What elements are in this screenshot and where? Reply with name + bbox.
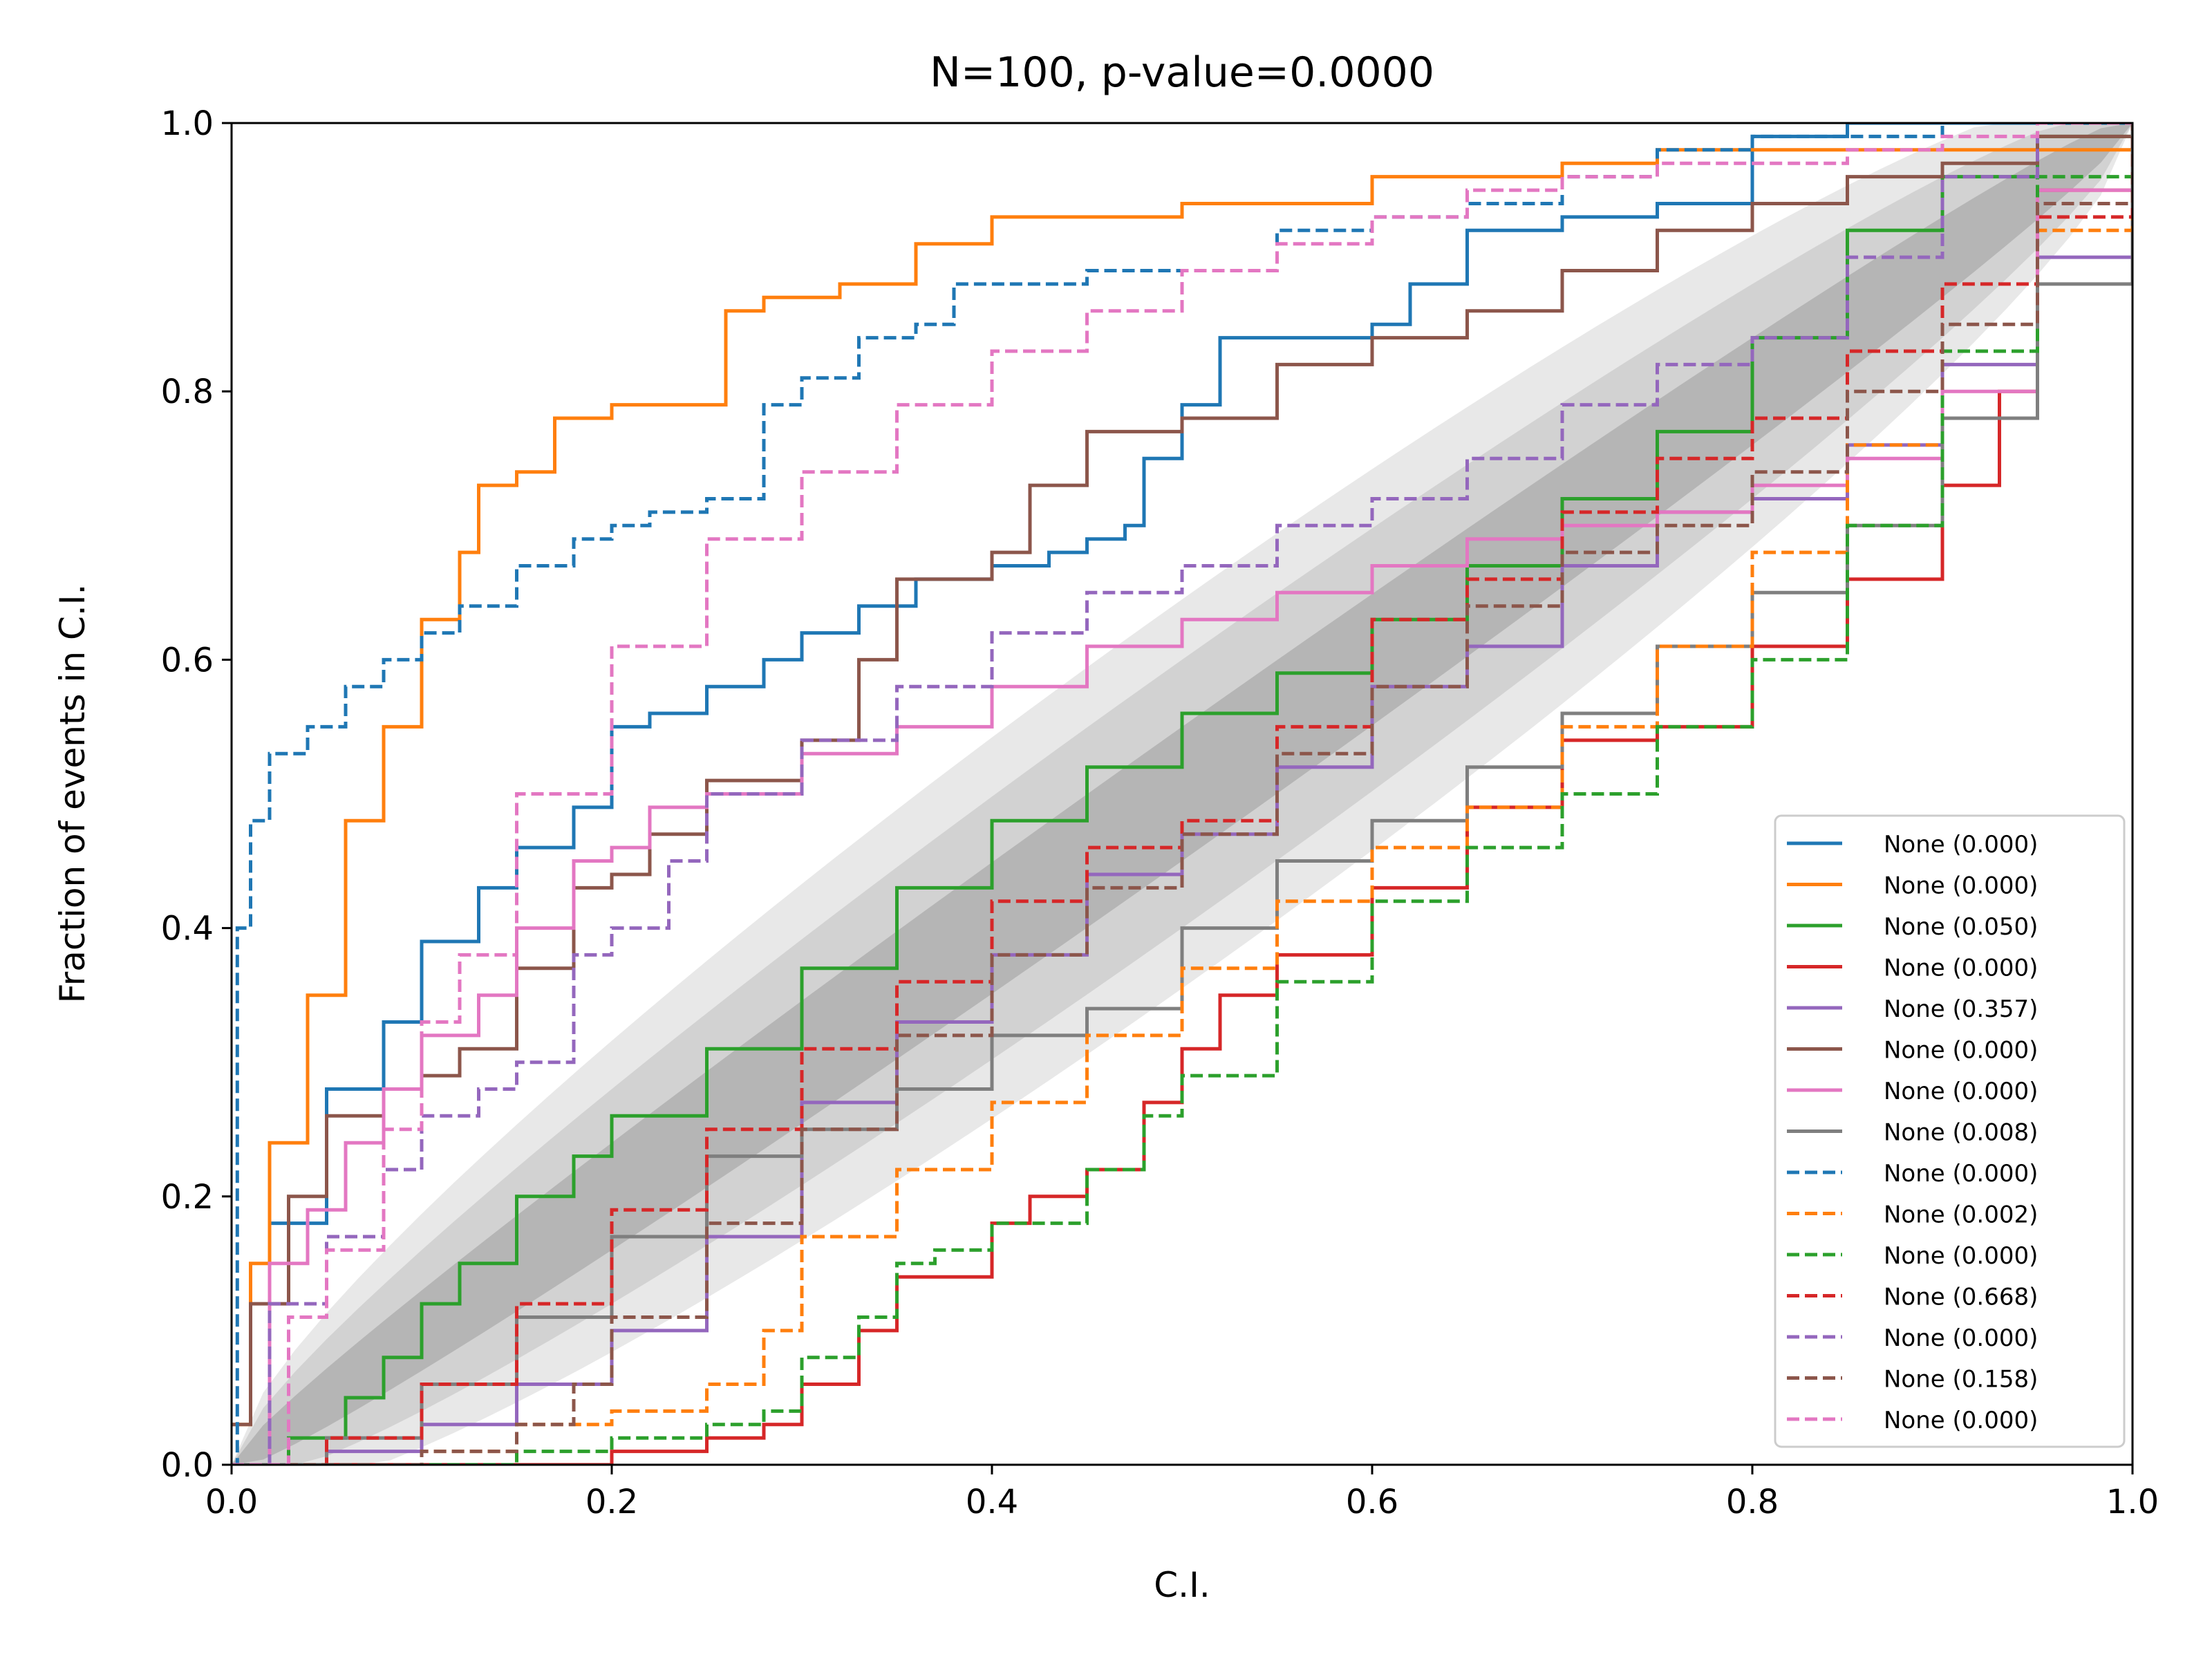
legend: None (0.000) None (0.000) None (0.050) None… xyxy=(1774,814,2126,1448)
legend-frame xyxy=(1774,814,2126,1448)
legend-label: None (0.668) xyxy=(1884,1284,2038,1311)
x-tick-label: 0.8 xyxy=(1726,1483,1779,1521)
legend-label: None (0.000) xyxy=(1884,1037,2038,1065)
series-line-2 xyxy=(232,123,2133,1427)
y-tick-label: 0.0 xyxy=(161,1446,214,1485)
legend-label: None (0.000) xyxy=(1884,1078,2038,1105)
series-line-14 xyxy=(232,123,2133,1465)
series-line-4 xyxy=(232,123,2133,1465)
x-tick-label: 0.2 xyxy=(585,1483,638,1521)
y-tick-label: 0.2 xyxy=(161,1178,214,1217)
x-tick-label: 0.6 xyxy=(1346,1483,1398,1521)
legend-label: None (0.000) xyxy=(1884,1242,2038,1270)
x-tick-label: 0.4 xyxy=(966,1483,1018,1521)
x-tick-label: 1.0 xyxy=(2106,1483,2159,1521)
y-tick-label: 0.8 xyxy=(161,373,214,411)
x-tick-label: 0.0 xyxy=(205,1483,258,1521)
chart-title: N=100, p-value=0.0000 xyxy=(930,48,1434,97)
legend-label: None (0.000) xyxy=(1884,831,2038,859)
y-axis: 0.0 0.2 0.4 0.6 0.8 1.0 xyxy=(161,104,232,1485)
legend-label: None (0.008) xyxy=(1884,1119,2038,1147)
series-line-10 xyxy=(232,123,2133,1465)
legend-label: None (0.002) xyxy=(1884,1201,2038,1229)
y-tick-label: 0.4 xyxy=(161,910,214,948)
legend-label: None (0.357) xyxy=(1884,995,2038,1023)
legend-label: None (0.050) xyxy=(1884,913,2038,941)
legend-label: None (0.000) xyxy=(1884,872,2038,900)
x-axis-label: C.I. xyxy=(1154,1565,1210,1605)
x-axis: 0.0 0.2 0.4 0.6 0.8 1.0 xyxy=(205,1465,2159,1521)
legend-label: None (0.000) xyxy=(1884,955,2038,982)
legend-label: None (0.000) xyxy=(1884,1324,2038,1352)
series-lines xyxy=(232,123,2133,1465)
legend-label: None (0.000) xyxy=(1884,1160,2038,1188)
y-tick-label: 0.6 xyxy=(161,641,214,679)
plot-frame xyxy=(230,122,2134,1466)
series-line-15 xyxy=(232,123,2133,1465)
legend-label: None (0.158) xyxy=(1884,1366,2038,1394)
series-line-13 xyxy=(232,123,2133,1465)
y-axis-label: Fraction of events in C.I. xyxy=(53,584,93,1004)
legend-label: None (0.000) xyxy=(1884,1407,2038,1434)
series-line-11 xyxy=(232,123,2133,1465)
y-tick-label: 1.0 xyxy=(161,104,214,143)
